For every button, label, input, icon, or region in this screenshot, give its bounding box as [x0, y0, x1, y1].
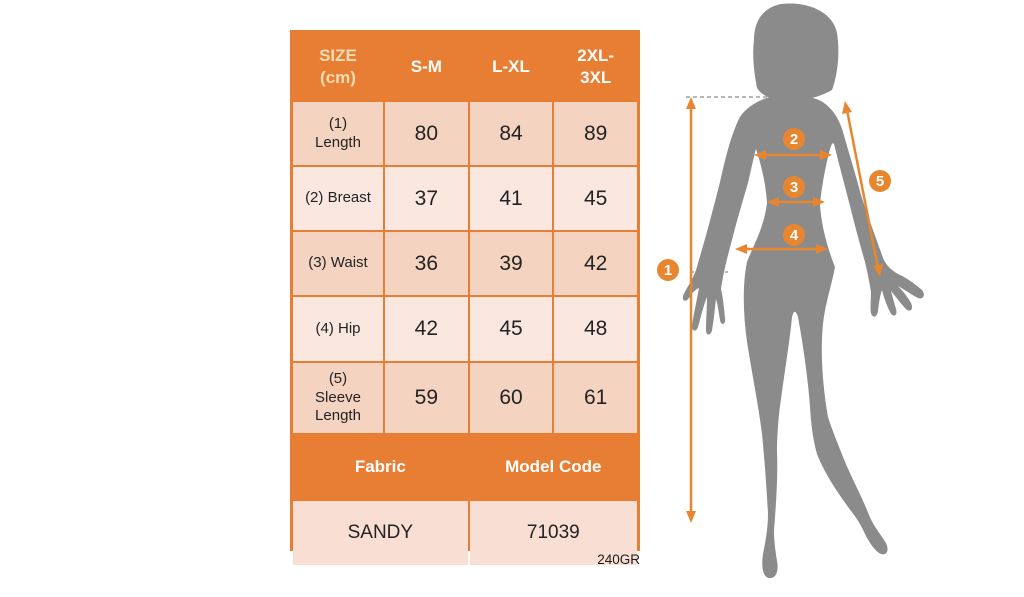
waist-arrow	[767, 197, 825, 207]
sleeve-arrow	[842, 101, 883, 277]
breast-arrow	[754, 150, 832, 160]
marker-label-3: 3	[790, 179, 798, 196]
row-label-hip: (4) Hip	[293, 297, 383, 361]
row-label-waist: (3) Waist	[293, 232, 383, 295]
row-label-length: (1) Length	[293, 102, 383, 165]
value-sleeve-2xl: 61	[554, 363, 637, 433]
marker-label-4: 4	[790, 227, 799, 244]
footer-value-fabric: SANDY	[293, 501, 468, 565]
value-breast-sm: 37	[385, 167, 468, 230]
size-table: SIZE (cm) S-M L-XL 2XL- 3XL (1) Length 8…	[290, 30, 640, 565]
value-waist-lxl: 39	[469, 232, 553, 295]
weight-note: 240GR	[597, 552, 640, 567]
measurement-diagram: 1 2 3 4 5	[657, 3, 924, 579]
value-hip-sm: 42	[385, 297, 468, 361]
footer-header-model-code: Model Code	[469, 435, 637, 499]
header-cell-size-cm: SIZE (cm)	[293, 33, 383, 100]
silhouette-body	[682, 96, 924, 579]
header-cell-l-xl: L-XL	[469, 33, 553, 100]
length-arrow	[686, 97, 696, 523]
marker-label-5: 5	[876, 173, 884, 190]
value-hip-lxl: 45	[469, 297, 553, 361]
value-breast-lxl: 41	[469, 167, 553, 230]
hip-arrow	[735, 244, 828, 254]
footer-header-fabric: Fabric	[293, 435, 468, 499]
header-cell-2xl-3xl: 2XL- 3XL	[554, 33, 637, 100]
value-length-sm: 80	[385, 102, 468, 165]
value-length-2xl: 89	[554, 102, 637, 165]
value-hip-2xl: 48	[554, 297, 637, 361]
value-sleeve-sm: 59	[385, 363, 468, 433]
marker-label-2: 2	[790, 131, 798, 148]
value-breast-2xl: 45	[554, 167, 637, 230]
header-cell-s-m: S-M	[385, 33, 468, 100]
marker-circle-2: 2	[783, 128, 805, 150]
row-label-breast: (2) Breast	[293, 167, 383, 230]
value-waist-2xl: 42	[554, 232, 637, 295]
marker-circle-3: 3	[783, 176, 805, 198]
value-sleeve-lxl: 60	[469, 363, 553, 433]
marker-circle-4: 4	[783, 224, 805, 246]
silhouette-hair	[753, 3, 839, 101]
value-length-lxl: 84	[469, 102, 553, 165]
marker-circle-5: 5	[869, 170, 891, 192]
row-label-sleeve-length: (5) Sleeve Length	[293, 363, 383, 433]
marker-circle-1: 1	[657, 259, 679, 281]
footer-value-model-code: 71039	[469, 501, 637, 565]
marker-label-1: 1	[664, 262, 672, 279]
value-waist-sm: 36	[385, 232, 468, 295]
